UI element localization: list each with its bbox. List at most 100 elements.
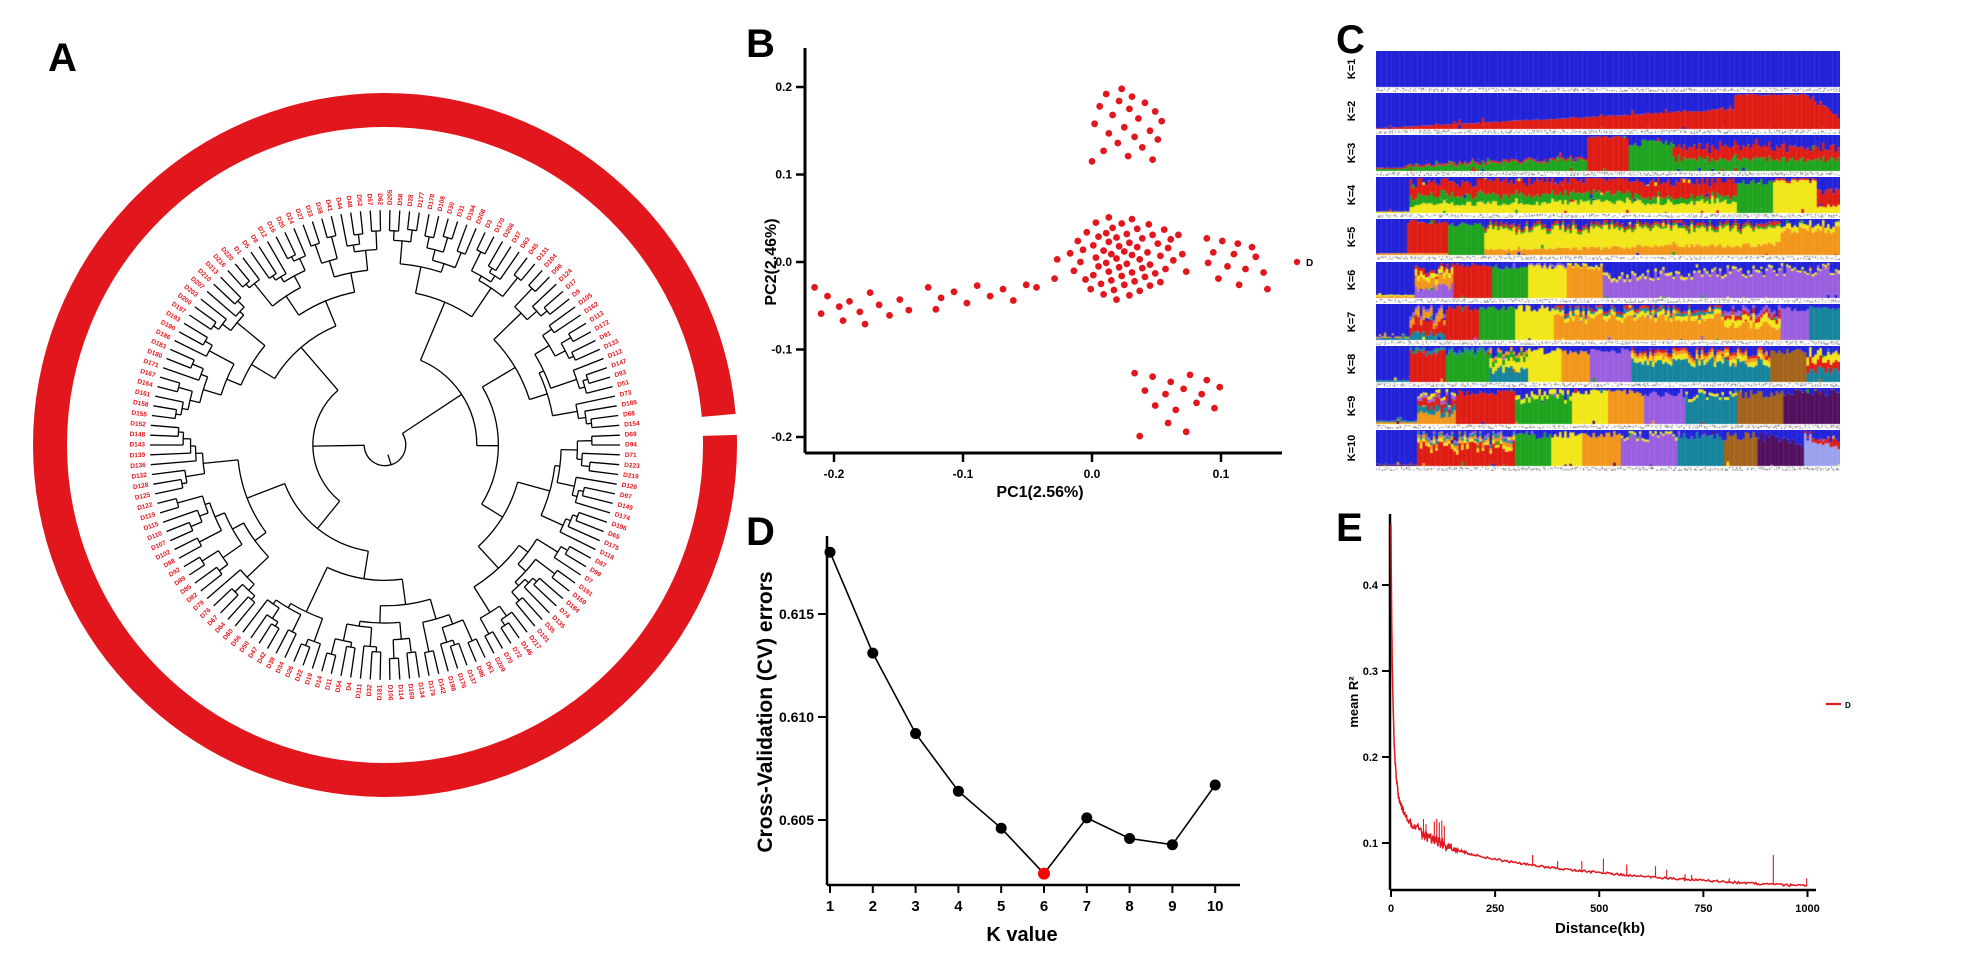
data-point: [866, 289, 874, 296]
branch-radial: [548, 306, 576, 327]
branch-radial: [524, 578, 530, 584]
admixture-k-label: K=1: [1346, 58, 1358, 80]
leaf-label: D26: [284, 665, 295, 679]
branch-radial: [569, 545, 592, 559]
data-point: [1169, 256, 1177, 264]
branch-radial: [330, 655, 337, 674]
data-point: [1109, 224, 1116, 232]
leaf-label: D223: [624, 462, 640, 470]
data-point: [1124, 152, 1132, 160]
leaf-label: D4: [345, 682, 353, 692]
branch-radial: [464, 228, 477, 255]
branch-radial: [399, 622, 402, 640]
branch-radial: [234, 263, 250, 282]
branch-radial: [534, 276, 550, 292]
legend-marker: [1293, 258, 1301, 266]
data-point: [1138, 264, 1146, 272]
leaf-label: D143: [129, 442, 145, 449]
leaf-label: D94: [625, 442, 637, 449]
x-tick-label: 6: [1040, 898, 1048, 915]
branch-radial: [479, 617, 490, 635]
leaf-label: D126: [621, 482, 638, 492]
branch-radial: [188, 314, 212, 330]
data-point: [1178, 250, 1186, 258]
branch-arc: [568, 333, 574, 342]
branch-radial: [559, 531, 596, 551]
branch-radial: [275, 629, 289, 654]
data-point: [1091, 120, 1098, 128]
x-axis-title: Distance(kb): [1555, 920, 1645, 937]
data-point: [1100, 291, 1107, 298]
panel-b-label: B: [746, 22, 775, 66]
branch-radial: [517, 563, 527, 572]
data-point: [1182, 268, 1190, 275]
branch-radial: [342, 623, 348, 641]
branch-radial: [565, 518, 571, 522]
branch-radial: [575, 519, 604, 533]
branch-radial: [578, 416, 586, 420]
data-point: [1092, 254, 1100, 261]
cv-point: [995, 822, 1007, 834]
branch-radial: [582, 452, 620, 456]
data-point: [1204, 259, 1212, 267]
leaf-label: D34: [275, 660, 287, 674]
data-point: [1160, 226, 1168, 234]
branch-radial: [452, 639, 456, 646]
admixture-barplot-K=1: [1376, 51, 1840, 92]
branch-radial: [397, 210, 401, 232]
data-point: [1123, 230, 1131, 238]
leaf-label: D58: [397, 193, 405, 206]
admixture-k-label: K=10: [1346, 434, 1358, 462]
data-point: [1218, 237, 1226, 245]
leaf-label: D91: [599, 330, 613, 342]
branch-radial: [222, 543, 243, 559]
data-point: [1146, 261, 1154, 268]
data-point: [1164, 244, 1172, 252]
cv-point: [952, 785, 964, 797]
data-point: [1120, 123, 1128, 131]
branch-radial: [266, 628, 280, 649]
branch-radial: [227, 596, 249, 621]
x-tick-label: 250: [1486, 903, 1504, 915]
branch-radial: [554, 350, 566, 357]
branch-radial: [234, 583, 244, 593]
leaf-label: D73: [619, 389, 632, 398]
leaf-label: D174: [614, 511, 631, 522]
branch-radial: [426, 236, 430, 249]
leaf-label: D14: [314, 675, 324, 689]
data-point: [1230, 250, 1238, 258]
leaf-label: D125: [134, 492, 151, 502]
branch-radial: [538, 370, 544, 374]
cv-point: [824, 546, 836, 558]
leaf-label: D136: [130, 462, 146, 470]
branch-radial: [359, 211, 364, 234]
branch-radial: [553, 314, 582, 334]
branch-radial: [316, 500, 341, 529]
data-point: [1186, 371, 1194, 379]
branch-radial: [287, 603, 292, 609]
branch-arc: [515, 597, 523, 604]
branch-radial: [153, 478, 182, 485]
branch-radial: [535, 558, 556, 575]
branch-arc: [363, 433, 407, 467]
data-point: [1149, 156, 1156, 164]
branch-radial: [178, 545, 202, 559]
branch-radial: [358, 621, 361, 627]
leaf-label: D178: [427, 193, 437, 210]
data-point: [861, 320, 869, 328]
y-axis-title: Cross-Validation (CV) errors: [754, 571, 777, 852]
branch-radial: [471, 287, 492, 318]
branch-radial: [568, 322, 587, 335]
data-point: [1128, 269, 1136, 276]
data-point: [1167, 378, 1175, 386]
branch-radial: [488, 267, 493, 273]
panel-a-label: A: [48, 36, 77, 80]
branch-radial: [234, 601, 256, 627]
leaf-label: D22: [294, 668, 305, 682]
branch-radial: [232, 522, 244, 530]
branch-radial: [203, 388, 222, 396]
data-point: [1118, 272, 1126, 280]
admixture-k-label: K=2: [1346, 100, 1358, 122]
branch-radial: [557, 569, 576, 584]
